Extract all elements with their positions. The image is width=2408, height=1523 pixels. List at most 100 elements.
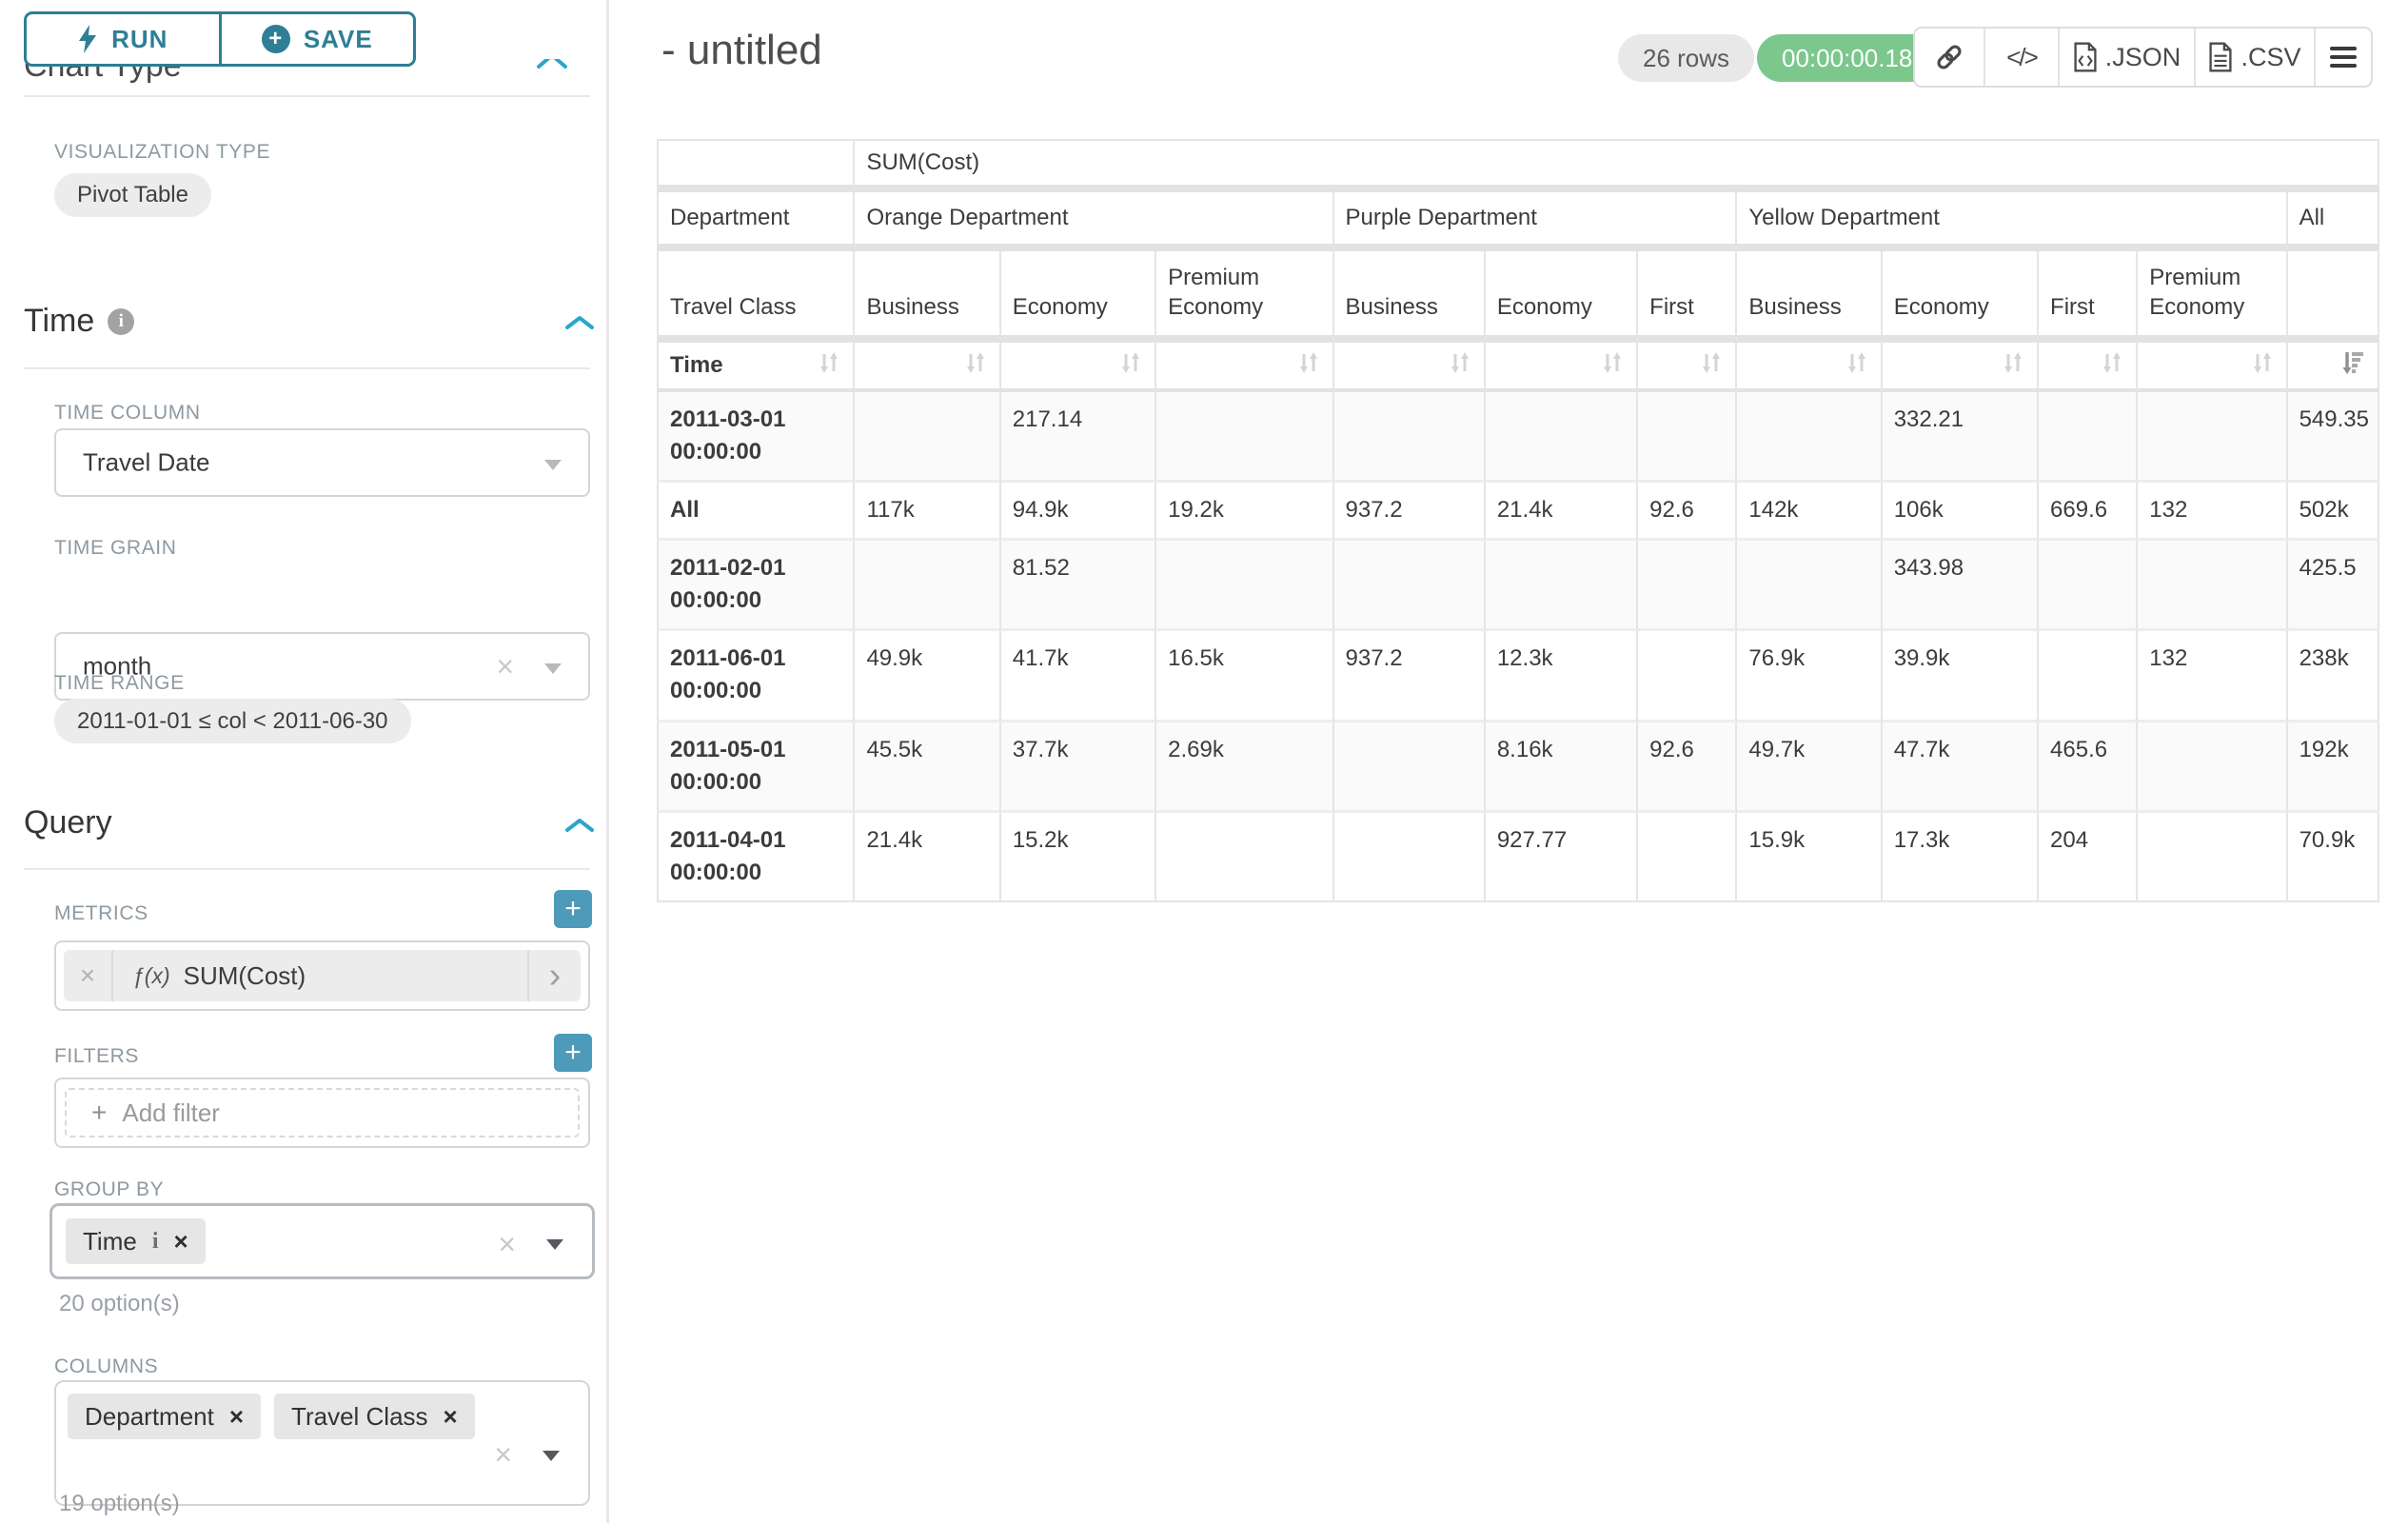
group-by-options-hint: 20 option(s) <box>59 1291 180 1316</box>
time-range-label: TIME RANGE <box>54 672 185 694</box>
pivot-data-row: All 117k 94.9k 19.2k 937.2 21.4k 92.6 142k 106k 6… <box>657 483 2379 542</box>
sort-icon[interactable] <box>1296 349 1321 383</box>
menu-button[interactable] <box>2314 29 2371 86</box>
column-sort-cell[interactable] <box>2138 343 2288 392</box>
group-by-select[interactable]: Time i <box>49 1203 595 1279</box>
sort-icon[interactable] <box>1845 349 1869 383</box>
pivot-value-cell: 70.9k <box>2287 812 2379 902</box>
remove-chip-icon[interactable] <box>229 1402 244 1432</box>
info-icon: i <box>151 1228 159 1254</box>
add-filter-button[interactable]: Add filter <box>65 1088 580 1137</box>
pivot-value-cell: 465.6 <box>2039 722 2139 813</box>
view-query-button[interactable] <box>1984 29 2058 86</box>
pivot-value-cell <box>2138 541 2288 632</box>
query-section-heading: Query <box>24 804 112 841</box>
hamburger-icon <box>2330 47 2357 50</box>
pivot-table: SUM(Cost) Department Orange Department Pur… <box>657 139 2379 902</box>
time-range-pill[interactable]: 2011-01-01 ≤ col < 2011-06-30 <box>54 699 411 743</box>
save-button[interactable]: SAVE <box>218 14 414 64</box>
pivot-value-cell: 132 <box>2138 631 2288 722</box>
column-sort-cell[interactable] <box>1000 343 1157 392</box>
department-header-cell: Orange Department <box>855 192 1334 251</box>
metric-pill[interactable]: ƒ(x) SUM(Cost) <box>64 950 581 1001</box>
group-by-label: GROUP BY <box>54 1178 165 1200</box>
query-collapse-chevron-icon[interactable] <box>563 817 596 839</box>
section-divider <box>24 367 590 369</box>
pivot-value-cell: 17.3k <box>1882 812 2040 902</box>
sort-icon[interactable] <box>2250 349 2275 383</box>
column-sort-cell[interactable] <box>1638 343 1738 392</box>
metric-control: ƒ(x) SUM(Cost) <box>54 940 590 1011</box>
share-link-button[interactable] <box>1915 29 1984 86</box>
column-sort-cell[interactable] <box>1156 343 1334 392</box>
pivot-value-cell: 37.7k <box>1000 722 1157 813</box>
time-section-header: Time <box>24 303 135 340</box>
clear-icon[interactable] <box>494 1439 512 1470</box>
columns-chip-department[interactable]: Department <box>68 1394 262 1439</box>
pivot-value-cell <box>1737 541 1883 632</box>
sort-icon[interactable] <box>963 349 988 383</box>
column-sort-cell[interactable] <box>2039 343 2139 392</box>
add-filter-plus-button[interactable] <box>554 1034 592 1072</box>
columns-select[interactable]: Department Travel Class <box>54 1380 590 1506</box>
sort-icon[interactable] <box>1600 349 1625 383</box>
pivot-value-cell: 217.14 <box>1000 392 1157 484</box>
row-label-cell: 2011-06-01 00:00:00 <box>657 631 856 722</box>
sort-icon[interactable] <box>817 349 841 383</box>
remove-chip-icon[interactable] <box>444 1402 458 1432</box>
column-sort-cell[interactable] <box>855 343 1001 392</box>
pivot-table-container: SUM(Cost) Department Orange Department Pur… <box>657 139 2379 902</box>
pivot-value-cell: 12.3k <box>1485 631 1639 722</box>
time-column-select[interactable]: Travel Date <box>54 428 590 497</box>
sort-icon[interactable] <box>2001 349 2025 383</box>
sort-descending-icon[interactable] <box>2339 349 2366 383</box>
columns-chip-travel-class[interactable]: Travel Class <box>274 1394 475 1439</box>
export-json-button[interactable]: .JSON <box>2058 29 2194 86</box>
lightning-icon <box>79 25 97 53</box>
visualization-type-pill[interactable]: Pivot Table <box>54 173 211 217</box>
time-grain-select[interactable]: month <box>54 632 590 701</box>
pivot-value-cell: 41.7k <box>1000 631 1157 722</box>
travel-class-header-cell: Business <box>1333 251 1486 343</box>
pivot-value-cell: 15.9k <box>1737 812 1883 902</box>
row-label-cell: All <box>657 483 856 542</box>
column-sort-cell[interactable] <box>1737 343 1883 392</box>
add-metric-button[interactable] <box>554 890 592 928</box>
sort-icon[interactable] <box>1699 349 1724 383</box>
pivot-value-cell <box>855 392 1001 484</box>
group-by-chip-time[interactable]: Time i <box>66 1218 206 1264</box>
sort-icon[interactable] <box>1118 349 1143 383</box>
pivot-value-cell: 21.4k <box>1485 483 1639 542</box>
remove-chip-icon[interactable] <box>173 1227 188 1256</box>
chart-type-collapse-chevron-icon[interactable] <box>533 59 571 69</box>
column-sort-cell[interactable] <box>1485 343 1639 392</box>
pivot-value-cell: 425.5 <box>2287 541 2379 632</box>
pivot-value-cell: 937.2 <box>1333 483 1486 542</box>
pivot-value-cell: 15.2k <box>1000 812 1157 902</box>
clear-icon[interactable] <box>498 1229 516 1259</box>
column-sort-cell[interactable] <box>1333 343 1486 392</box>
expand-metric-chevron-icon[interactable] <box>527 950 581 1001</box>
export-json-label: .JSON <box>2104 42 2181 71</box>
columns-label: COLUMNS <box>54 1355 159 1377</box>
travel-class-header-cell: Economy <box>1000 251 1157 343</box>
sort-icon[interactable] <box>1448 349 1472 383</box>
column-sort-cell[interactable] <box>1882 343 2040 392</box>
pivot-value-cell <box>1333 541 1486 632</box>
sort-icon[interactable] <box>2100 349 2124 383</box>
metric-header-row: SUM(Cost) <box>657 139 2379 192</box>
row-dimension-sort-cell[interactable]: Time <box>657 343 856 392</box>
clear-icon[interactable] <box>496 651 514 682</box>
export-csv-button[interactable]: .CSV <box>2194 29 2314 86</box>
sort-header-row: Time <box>657 343 2379 392</box>
run-button[interactable]: RUN <box>27 14 219 64</box>
time-collapse-chevron-icon[interactable] <box>563 314 596 336</box>
chart-title[interactable]: - untitled <box>661 27 822 73</box>
time-column-label: TIME COLUMN <box>54 402 201 424</box>
column-sort-cell-active[interactable] <box>2287 343 2379 392</box>
remove-metric-icon[interactable] <box>64 950 113 1001</box>
metric-name: SUM(Cost) <box>183 960 306 990</box>
time-section-heading: Time <box>24 303 95 339</box>
pivot-value-cell <box>2138 722 2288 813</box>
